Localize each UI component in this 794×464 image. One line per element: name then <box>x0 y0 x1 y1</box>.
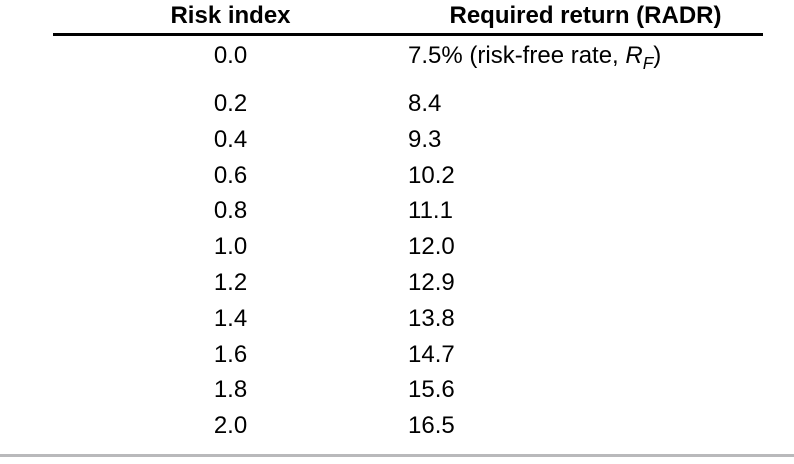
risk-index-value: 0.8 <box>213 197 248 225</box>
risk-index-value: 1.6 <box>213 340 248 368</box>
risk-index-value: 0.2 <box>213 90 248 117</box>
risk-index-value: 1.2 <box>213 268 248 296</box>
table-row: 1.6 14.7 <box>53 337 763 373</box>
risk-index-value: 0.4 <box>213 125 248 153</box>
risk-index-value: 1.4 <box>213 304 248 332</box>
risk-index-value: 0.0 <box>213 42 248 69</box>
column-header-required-return: Required return (RADR) <box>449 2 722 29</box>
risk-index-value: 1.0 <box>213 233 248 261</box>
required-return-value: 11.1 <box>408 197 453 225</box>
table-row: 1.4 13.8 <box>53 301 763 337</box>
rf-symbol-subscript: F <box>642 52 654 73</box>
required-return-value: 7.5% (risk-free rate, RF) <box>408 42 763 72</box>
required-return-value: 14.7 <box>408 340 455 368</box>
table-row-risk-free: 0.0 7.5% (risk-free rate, RF) <box>53 42 763 72</box>
radr-table: Risk index Required return (RADR) 0.0 7.… <box>53 0 763 444</box>
bottom-divider-rule <box>0 454 794 457</box>
required-return-suffix: ) <box>653 42 662 69</box>
table-row: 1.2 12.9 <box>53 265 763 301</box>
rf-symbol-letter: R <box>625 42 643 69</box>
table-row: 0.4 9.3 <box>53 122 763 158</box>
required-return-value: 16.5 <box>408 412 455 440</box>
required-return-value: 15.6 <box>408 376 455 404</box>
required-return-value: 10.2 <box>408 161 455 189</box>
table-body-rows: 0.2 8.4 0.4 9.3 0.6 10.2 0.8 11.1 1.0 12… <box>53 86 763 444</box>
risk-index-value: 0.6 <box>213 161 248 189</box>
table-row: 2.0 16.5 <box>53 408 763 444</box>
table-row: 1.8 15.6 <box>53 372 763 408</box>
required-return-value: 9.3 <box>408 125 442 153</box>
table-row: 0.6 10.2 <box>53 158 763 194</box>
risk-index-value: 2.0 <box>213 412 248 440</box>
risk-index-value: 1.8 <box>213 376 248 404</box>
required-return-prefix: 7.5% (risk-free rate, <box>408 42 626 69</box>
required-return-value: 13.8 <box>408 304 455 332</box>
table-row: 1.0 12.0 <box>53 229 763 265</box>
table-header-row: Risk index Required return (RADR) <box>53 0 763 36</box>
risk-free-rate-symbol: RF <box>625 42 653 72</box>
required-return-value: 12.9 <box>408 268 455 296</box>
table-row: 0.8 11.1 <box>53 193 763 229</box>
column-header-risk-index: Risk index <box>170 2 291 29</box>
table-row: 0.2 8.4 <box>53 86 763 122</box>
required-return-value: 12.0 <box>408 233 455 261</box>
required-return-value: 8.4 <box>408 90 442 117</box>
